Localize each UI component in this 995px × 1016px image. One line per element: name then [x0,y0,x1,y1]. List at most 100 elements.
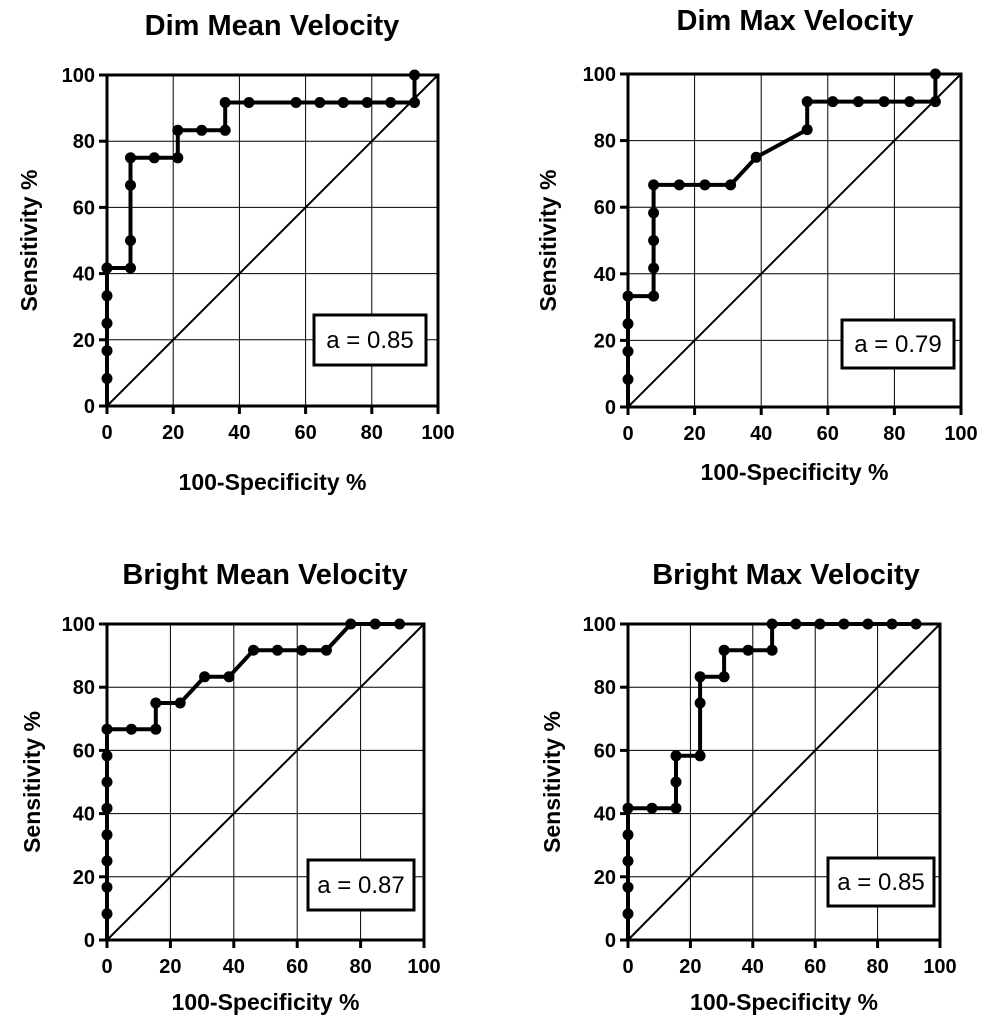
roc-data-point [148,152,160,164]
roc-data-point [125,262,136,274]
roc-data-point [337,97,349,108]
plot-frame [105,73,440,408]
roc-data-point [646,802,658,814]
roc-data-point [622,345,634,357]
roc-data-point [199,671,211,683]
x-tick-label: 80 [883,423,905,445]
x-tick-label: 60 [804,956,826,978]
y-axis-label: Sensitivity % [16,170,42,312]
roc-data-point [648,290,660,302]
x-tick-label: 80 [361,422,383,444]
roc-data-point [101,262,113,274]
plot-frame [626,72,963,409]
y-tick-label: 60 [73,197,95,219]
x-tick-label: 100 [944,423,977,445]
roc-curve-line [105,622,400,940]
roc-data-point [622,373,634,385]
x-tick-label: 40 [228,422,250,444]
auc-label: a = 0.85 [326,327,413,354]
roc-data-point [101,750,113,762]
roc-data-point [699,179,711,191]
x-tick-label: 40 [223,956,245,978]
y-tick-label: 80 [73,131,95,153]
y-tick-label: 40 [594,804,616,826]
roc-data-point [101,290,113,302]
roc-data-point [670,776,682,788]
x-tick-label: 20 [679,956,701,978]
x-axis-label: 100-Specificity % [701,459,889,485]
x-tick-label: 0 [622,423,633,445]
roc-curve-line [626,74,938,407]
roc-data-point [648,235,660,246]
y-tick-label: 40 [73,804,95,826]
roc-data-point [929,68,941,80]
x-tick-label: 0 [101,956,112,978]
roc-data-point [172,152,184,164]
auc-label: a = 0.85 [837,869,924,896]
y-tick-label: 80 [594,131,616,153]
roc-data-point [361,97,373,108]
y-tick-label: 20 [594,330,616,352]
y-tick-label: 100 [583,64,616,86]
x-tick-label: 60 [294,422,316,444]
x-tick-label: 80 [349,956,371,978]
roc-data-point [101,373,113,384]
x-axis-label: 100-Specificity % [690,989,878,1015]
roc-data-point [622,908,634,920]
roc-data-point [673,179,685,191]
x-tick-label: 0 [101,422,112,444]
y-tick-label: 0 [84,396,95,418]
y-tick-label: 0 [84,930,95,952]
chart-title: Bright Max Velocity [652,559,920,591]
roc-data-point [766,644,778,656]
roc-data-point [314,97,326,108]
x-axis-label: 100-Specificity % [172,989,360,1015]
roc-data-point [101,802,113,814]
roc-data-point [694,671,706,683]
roc-data-point [766,618,778,630]
y-tick-label: 80 [73,677,95,699]
x-tick-label: 40 [742,956,764,978]
roc-data-point [904,96,916,108]
roc-data-point [409,97,420,108]
chart-title: Dim Mean Velocity [145,10,400,42]
y-tick-label: 0 [605,397,616,419]
roc-data-point [296,644,308,656]
reference-diagonal [627,623,941,941]
roc-data-point [369,618,381,630]
roc-panel-2: Dim Max Velocity 0 20 40 60 80 100 0 20 40 60 80 100… [535,5,978,485]
roc-data-point [852,96,864,108]
y-axis-label: Sensitivity % [535,170,561,312]
reference-diagonal [627,73,962,408]
roc-data-point [718,671,730,683]
reference-diagonal [106,74,439,407]
roc-panel-4: Bright Max Velocity 0 20 40 60 80 100 0 20 40 60 80… [539,559,957,1015]
roc-data-point [694,750,706,762]
x-tick-label: 20 [162,422,184,444]
roc-data-point [886,618,898,630]
auc-box [826,856,936,908]
x-tick-label: 20 [683,423,705,445]
y-tick-label: 20 [73,867,95,889]
roc-data-point [101,881,113,893]
roc-data-point [862,618,874,630]
roc-data-point [648,179,660,191]
x-tick-label: 40 [750,423,772,445]
y-axis-label: Sensitivity % [19,711,45,853]
chart-title: Dim Max Velocity [677,5,914,37]
y-tick-label: 60 [73,740,95,762]
roc-data-point [150,697,162,709]
auc-box [840,318,956,370]
roc-data-point [801,96,813,108]
auc-box [312,313,428,367]
roc-data-point [174,697,186,709]
roc-data-point [125,179,136,191]
roc-data-point [742,644,754,656]
roc-data-point [223,671,235,683]
roc-data-point [345,618,357,630]
roc-data-point [272,644,283,656]
roc-data-point [409,69,420,81]
auc-label: a = 0.87 [317,872,404,899]
x-tick-label: 100 [407,956,440,978]
roc-data-point [320,644,332,656]
